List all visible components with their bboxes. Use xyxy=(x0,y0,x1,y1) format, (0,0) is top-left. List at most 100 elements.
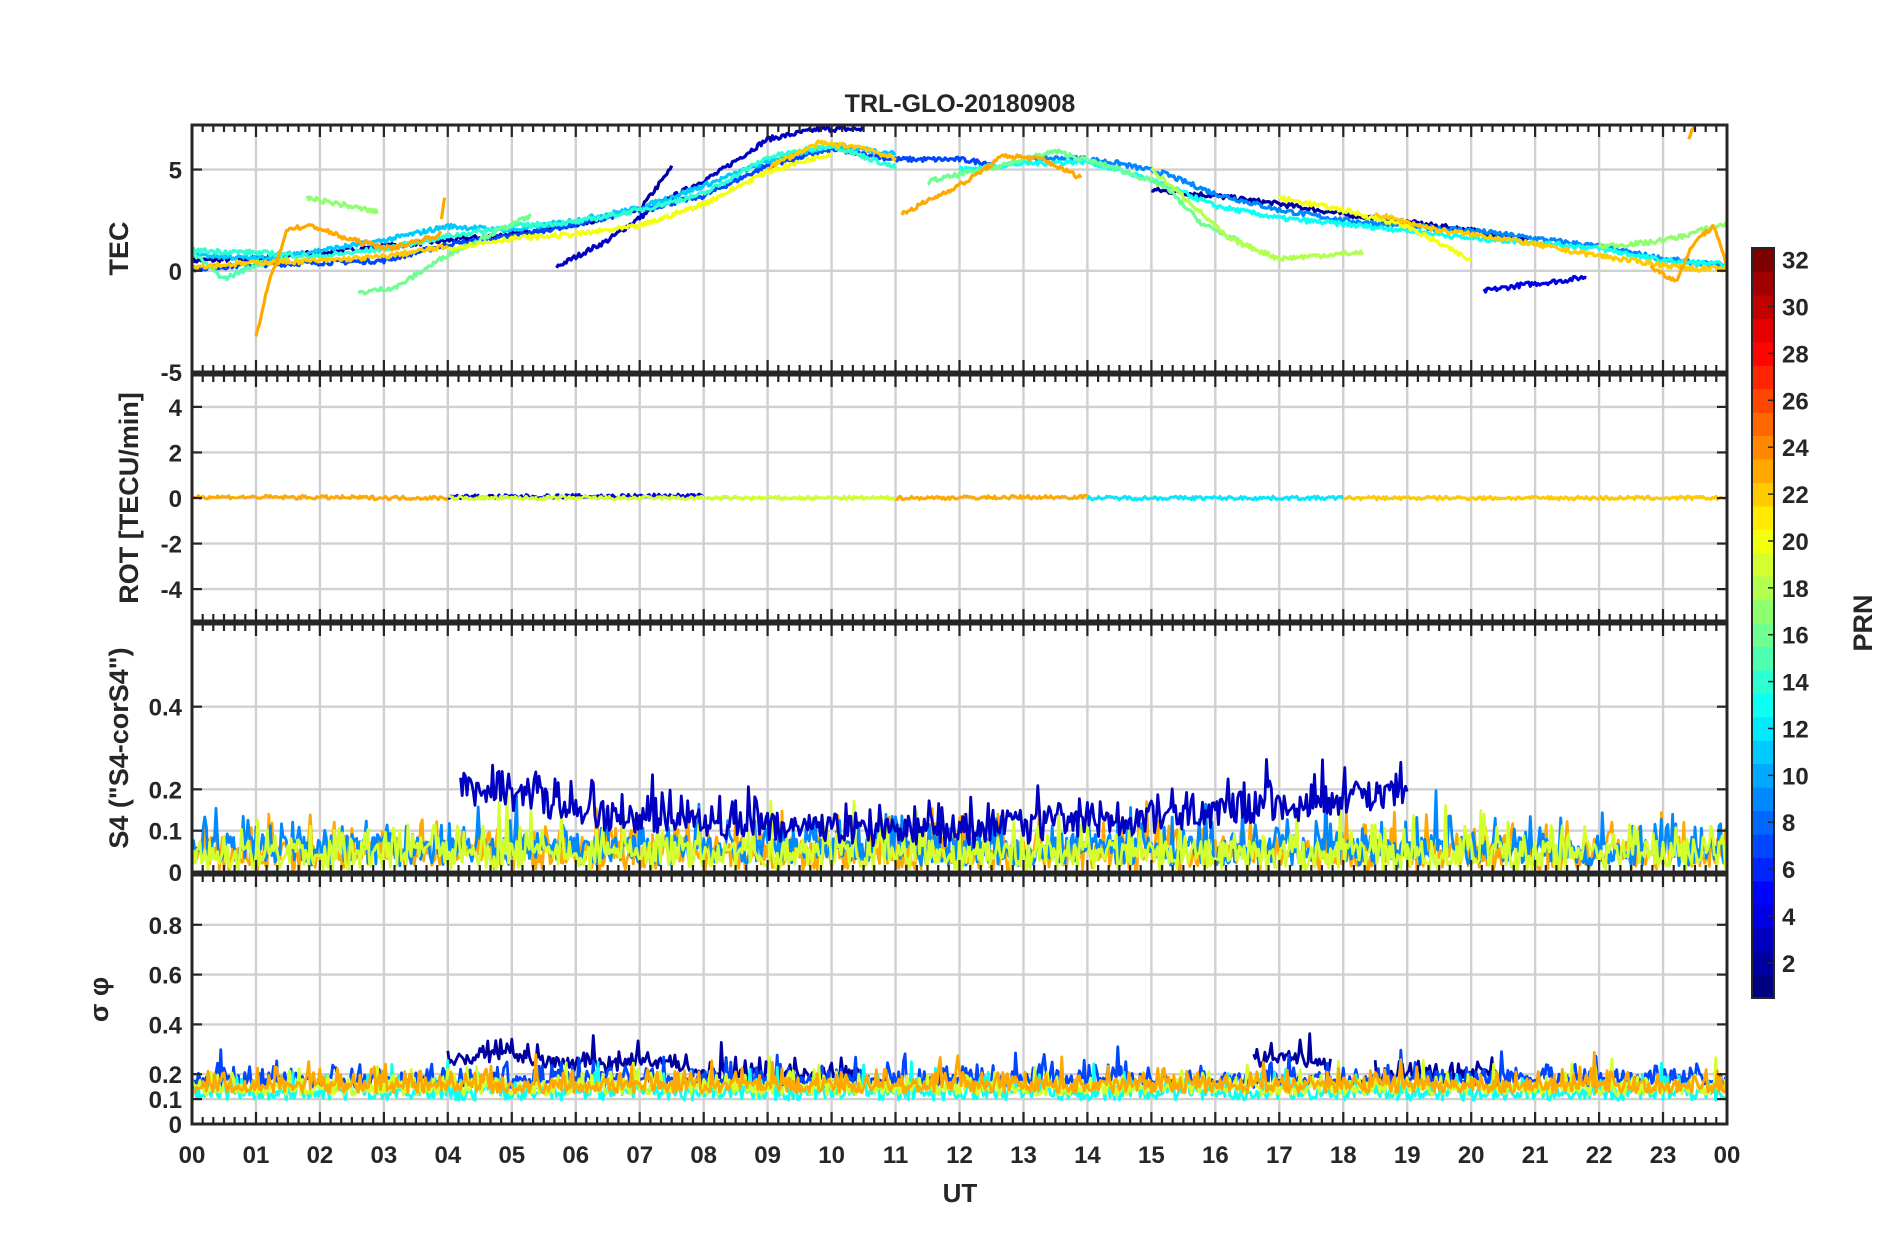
y-axis-label: ROT [TECU/min] xyxy=(114,392,144,603)
x-tick-label: 01 xyxy=(243,1142,270,1169)
colorbar-tick-label: 2 xyxy=(1782,951,1795,978)
series-line-prn-23 xyxy=(1649,224,1727,283)
colorbar-segment xyxy=(1752,412,1774,437)
y-tick-label: 0.2 xyxy=(149,1062,182,1089)
series-group xyxy=(192,492,1727,502)
y-tick-label: 2 xyxy=(169,440,182,467)
colorbar-segment xyxy=(1752,271,1774,296)
colorbar-tick-label: 32 xyxy=(1782,248,1809,275)
x-tick-label: 16 xyxy=(1202,1142,1229,1169)
colorbar-tick-label: 28 xyxy=(1782,341,1809,368)
y-tick-label: 0 xyxy=(169,1112,182,1139)
colorbar-tick-label: 4 xyxy=(1782,904,1796,931)
colorbar-tick-label: 12 xyxy=(1782,716,1809,743)
colorbar-segment xyxy=(1752,951,1774,976)
series-line-prn-23 xyxy=(192,1051,1727,1095)
series-line-prn-19 xyxy=(447,494,897,502)
series-line-prn-20 xyxy=(447,152,833,252)
colorbar-segment xyxy=(1752,576,1774,601)
colorbar-tick-label: 16 xyxy=(1782,623,1809,650)
x-tick-label: 00 xyxy=(1714,1142,1741,1169)
colorbar-segment xyxy=(1752,599,1774,624)
y-tick-label: -4 xyxy=(161,577,183,604)
x-tick-label: 13 xyxy=(1010,1142,1037,1169)
panel-2: 0 0.1 0.2 0.4 S4 ("S4-corS4") xyxy=(104,622,1729,887)
x-tick-label: 06 xyxy=(562,1142,589,1169)
colorbar-segment xyxy=(1752,927,1774,952)
series-line-prn-23 xyxy=(894,493,1089,502)
colorbar-segment xyxy=(1752,763,1774,788)
series-line-prn-20 xyxy=(1277,194,1472,262)
colorbar-segment xyxy=(1752,646,1774,671)
x-tick-label: 10 xyxy=(818,1142,845,1169)
series-line-prn-3 xyxy=(459,758,1409,849)
y-tick-label: 0 xyxy=(169,486,182,513)
colorbar-segment xyxy=(1752,435,1774,460)
y-axis-label: σ φ xyxy=(84,977,114,1022)
series-line-prn-22 xyxy=(192,243,449,271)
colorbar-segment xyxy=(1752,294,1774,319)
x-tick-label: 00 xyxy=(179,1142,206,1169)
x-tick-label: 05 xyxy=(498,1142,525,1169)
colorbar-segment xyxy=(1752,716,1774,741)
series-line-prn-16 xyxy=(926,148,1242,245)
colorbar-tick-label: 20 xyxy=(1782,529,1809,556)
series-line-prn-23 xyxy=(192,493,449,502)
colorbar-tick-label: 18 xyxy=(1782,576,1809,603)
series-line-prn-17 xyxy=(305,195,379,215)
series-line-prn-14 xyxy=(192,142,897,260)
y-tick-label: -2 xyxy=(161,532,182,559)
colorbar-segment xyxy=(1752,529,1774,554)
series-line-prn-23 xyxy=(439,197,447,220)
colorbar-segment xyxy=(1752,833,1774,858)
colorbar-segment xyxy=(1752,482,1774,507)
series-line-prn-23 xyxy=(254,223,443,337)
x-tick-label: 23 xyxy=(1650,1142,1677,1169)
y-tick-label: 4 xyxy=(169,395,183,422)
colorbar-tick-label: 14 xyxy=(1782,670,1809,697)
colorbar-tick-label: 26 xyxy=(1782,388,1809,415)
colorbar-segment xyxy=(1752,974,1774,999)
x-tick-label: 09 xyxy=(754,1142,781,1169)
colorbar-segment xyxy=(1752,740,1774,765)
x-tick-label: 20 xyxy=(1458,1142,1485,1169)
y-tick-label: 0.4 xyxy=(149,695,183,722)
series-group xyxy=(192,1032,1727,1102)
colorbar-segment xyxy=(1752,388,1774,413)
series-line-prn-2 xyxy=(446,1034,865,1085)
x-tick-marks xyxy=(201,125,1718,372)
y-tick-label: 0 xyxy=(169,860,182,887)
x-tick-label: 18 xyxy=(1330,1142,1357,1169)
x-tick-marks xyxy=(201,875,1718,1124)
y-tick-label: 0.1 xyxy=(149,1087,182,1114)
x-tick-label: 12 xyxy=(946,1142,973,1169)
y-tick-label: 0.4 xyxy=(149,1012,183,1039)
series-line-prn-23 xyxy=(900,153,1083,216)
chart-title: TRL-GLO-20180908 xyxy=(845,90,1076,118)
colorbar-segment xyxy=(1752,669,1774,694)
x-tick-label: 17 xyxy=(1266,1142,1293,1169)
x-tick-label: 08 xyxy=(690,1142,717,1169)
y-tick-label: -5 xyxy=(161,360,182,387)
colorbar-tick-label: 24 xyxy=(1782,435,1809,462)
series-line-prn-3 xyxy=(555,125,864,269)
colorbar-segment xyxy=(1752,248,1774,273)
series-line-prn-22 xyxy=(1342,494,1727,502)
series-line-prn-4 xyxy=(1482,275,1587,294)
panel-1: -4 -2 0 2 4 ROT [TECU/min] xyxy=(114,373,1729,623)
series-line-prn-16 xyxy=(357,212,532,296)
colorbar-tick-label: 6 xyxy=(1782,857,1795,884)
x-tick-label: 14 xyxy=(1074,1142,1101,1169)
x-tick-label: 22 xyxy=(1586,1142,1613,1169)
series-line-prn-22 xyxy=(1374,212,1727,273)
colorbar-segment xyxy=(1752,904,1774,929)
series-line-prn-11 xyxy=(192,142,897,262)
panel-3: 00.10.2 0.4 0.6 0.8 σ φ xyxy=(84,873,1729,1139)
y-tick-label: 0 xyxy=(169,259,182,286)
colorbar-segment xyxy=(1752,365,1774,390)
colorbar-tick-label: 22 xyxy=(1782,482,1809,509)
series-line-prn-17 xyxy=(1597,221,1727,250)
